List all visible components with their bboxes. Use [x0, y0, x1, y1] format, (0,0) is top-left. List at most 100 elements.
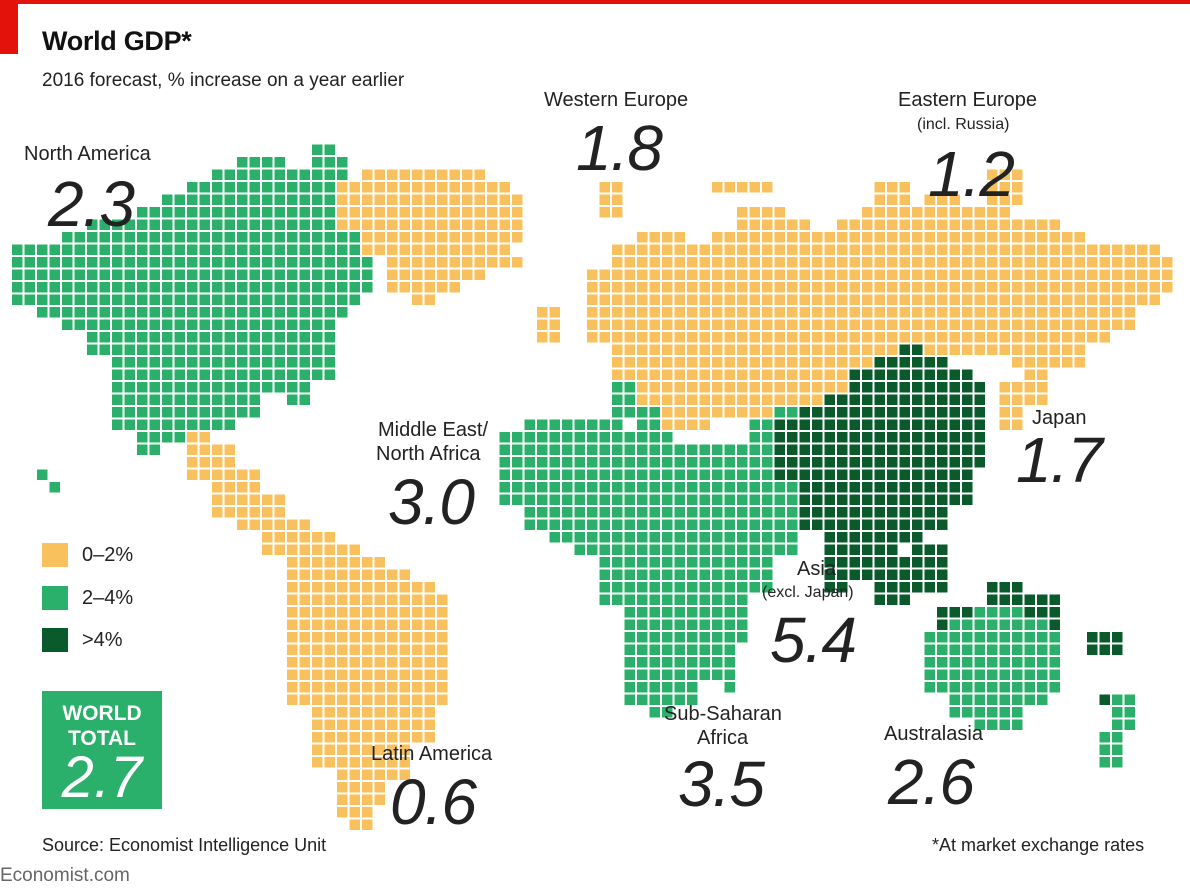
map-cell-mid	[249, 244, 260, 255]
map-cell-low	[937, 332, 948, 343]
map-cell-low	[374, 794, 385, 805]
map-cell-mid	[637, 644, 648, 655]
map-cell-high	[787, 432, 798, 443]
map-cell-mid	[737, 607, 748, 618]
map-cell-low	[949, 194, 960, 205]
map-cell-low	[1012, 407, 1023, 418]
map-cell-low	[687, 394, 698, 405]
map-cell-high	[862, 394, 873, 405]
map-cell-high	[899, 519, 910, 530]
map-cell-low	[1024, 394, 1035, 405]
map-cell-low	[937, 344, 948, 355]
map-cell-mid	[687, 632, 698, 643]
map-cell-low	[437, 632, 448, 643]
map-cell-low	[237, 482, 248, 493]
map-cell-high	[962, 369, 973, 380]
map-cell-mid	[249, 182, 260, 193]
map-cell-high	[774, 457, 785, 468]
map-cell-low	[374, 169, 385, 180]
map-cell-high	[974, 444, 985, 455]
map-cell-low	[362, 682, 373, 693]
map-cell-low	[612, 194, 623, 205]
map-cell-low	[387, 769, 398, 780]
map-cell-mid	[124, 257, 135, 268]
map-cell-mid	[212, 257, 223, 268]
map-cell-mid	[149, 232, 160, 243]
map-cell-mid	[149, 244, 160, 255]
map-cell-mid	[174, 382, 185, 393]
map-cell-mid	[137, 357, 148, 368]
map-cell-low	[724, 319, 735, 330]
map-cell-mid	[37, 244, 48, 255]
map-cell-mid	[599, 419, 610, 430]
map-cell-mid	[274, 157, 285, 168]
map-cell-mid	[212, 407, 223, 418]
map-cell-low	[412, 657, 423, 668]
map-cell-low	[324, 757, 335, 768]
map-cell-mid	[1124, 694, 1135, 705]
map-cell-mid	[124, 294, 135, 305]
map-cell-low	[212, 494, 223, 505]
map-cell-low	[1074, 232, 1085, 243]
map-cell-low	[774, 294, 785, 305]
map-cell-low	[699, 269, 710, 280]
map-cell-low	[1099, 307, 1110, 318]
map-cell-low	[1037, 307, 1048, 318]
map-cell-low	[537, 307, 548, 318]
map-cell-low	[1137, 244, 1148, 255]
map-cell-high	[824, 557, 835, 568]
map-cell-low	[999, 394, 1010, 405]
map-cell-low	[1037, 332, 1048, 343]
map-cell-mid	[24, 269, 35, 280]
map-cell-low	[362, 644, 373, 655]
map-cell-mid	[299, 219, 310, 230]
map-cell-mid	[324, 369, 335, 380]
map-cell-high	[862, 407, 873, 418]
map-cell-mid	[624, 394, 635, 405]
map-cell-mid	[549, 532, 560, 543]
map-cell-low	[674, 319, 685, 330]
region-name-australasia: Australasia	[884, 723, 983, 745]
map-cell-low	[312, 619, 323, 630]
map-cell-high	[824, 482, 835, 493]
map-cell-mid	[274, 307, 285, 318]
map-cell-low	[337, 207, 348, 218]
map-cell-mid	[137, 407, 148, 418]
map-cell-mid	[737, 469, 748, 480]
map-cell-high	[974, 407, 985, 418]
map-cell-mid	[249, 194, 260, 205]
map-cell-low	[674, 294, 685, 305]
map-cell-low	[749, 207, 760, 218]
map-cell-mid	[324, 257, 335, 268]
map-cell-low	[1099, 294, 1110, 305]
map-cell-low	[849, 219, 860, 230]
map-cell-high	[799, 482, 810, 493]
map-cell-mid	[212, 419, 223, 430]
map-cell-mid	[1012, 694, 1023, 705]
map-cell-high	[949, 419, 960, 430]
map-cell-mid	[649, 694, 660, 705]
map-cell-mid	[712, 544, 723, 555]
map-cell-mid	[299, 382, 310, 393]
map-cell-low	[799, 357, 810, 368]
map-cell-low	[374, 594, 385, 605]
map-cell-mid	[162, 432, 173, 443]
map-cell-low	[349, 632, 360, 643]
map-cell-low	[812, 332, 823, 343]
map-cell-low	[799, 294, 810, 305]
map-cell-mid	[124, 282, 135, 293]
map-cell-mid	[112, 282, 123, 293]
map-cell-high	[912, 469, 923, 480]
map-cell-mid	[187, 394, 198, 405]
map-cell-low	[349, 769, 360, 780]
map-cell-low	[1074, 294, 1085, 305]
map-cell-low	[699, 257, 710, 268]
map-cell-low	[787, 319, 798, 330]
map-cell-low	[474, 169, 485, 180]
map-cell-mid	[199, 194, 210, 205]
map-cell-mid	[649, 457, 660, 468]
map-cell-mid	[187, 232, 198, 243]
map-cell-mid	[312, 182, 323, 193]
map-cell-mid	[637, 444, 648, 455]
map-cell-low	[312, 682, 323, 693]
